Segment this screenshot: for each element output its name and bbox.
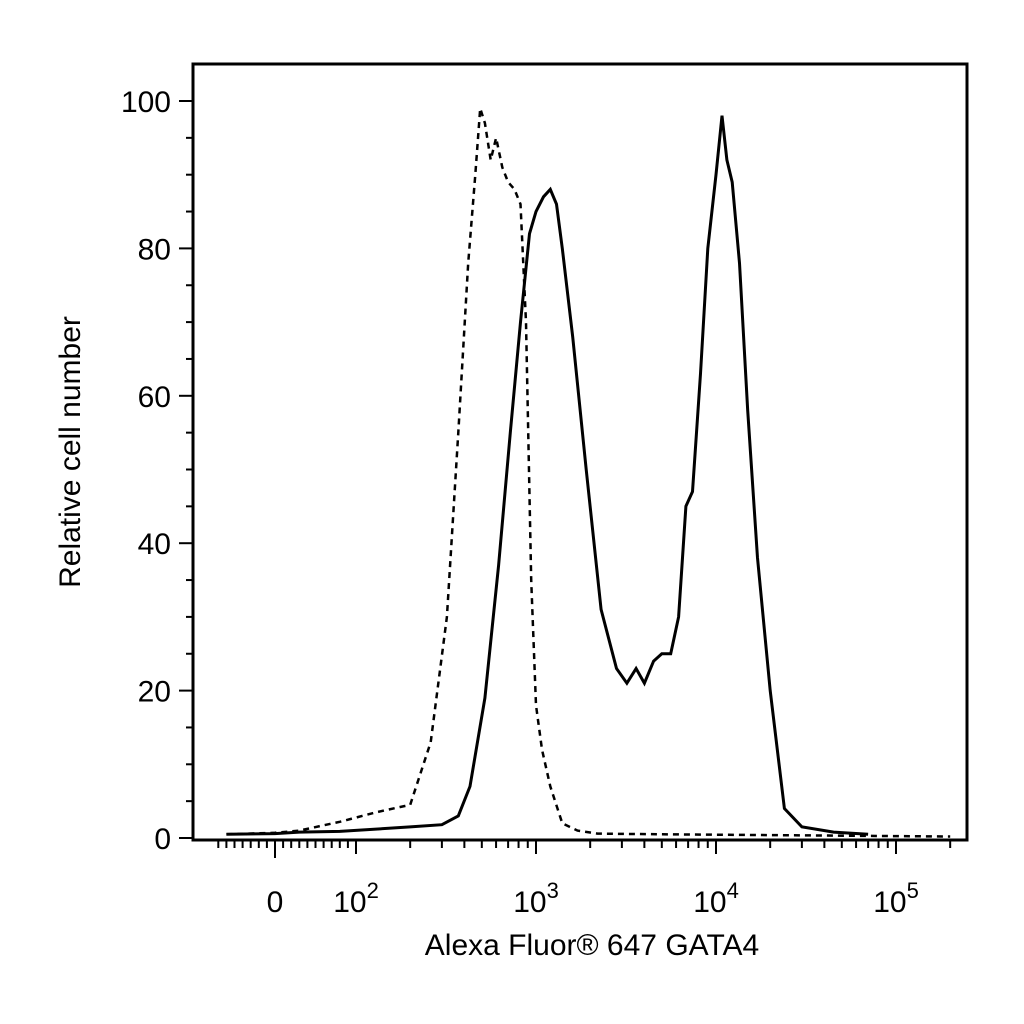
x-tick-base: 10	[693, 886, 726, 919]
y-axis-title: Relative cell number	[54, 316, 87, 588]
x-tick-labels: 0 102 103 104 105	[267, 878, 919, 919]
plot-frame	[191, 62, 969, 842]
axis-ticks	[179, 100, 952, 858]
series-group	[226, 108, 951, 838]
x-tick-label: 0	[267, 886, 284, 919]
x-tick-exponent: 3	[547, 878, 559, 903]
x-tick-exponent: 2	[367, 878, 379, 903]
x-axis-title: Alexa Fluor® 647 GATA4	[425, 929, 759, 962]
y-tick-label: 40	[138, 528, 171, 561]
x-tick-label: 102	[333, 878, 379, 919]
x-tick-base: 10	[873, 886, 906, 919]
x-tick-exponent: 5	[907, 878, 919, 903]
x-tick-base: 10	[513, 886, 546, 919]
x-tick-label: 105	[873, 878, 919, 919]
y-tick-label: 80	[138, 233, 171, 266]
y-tick-label: 100	[121, 86, 171, 119]
y-tick-label: 60	[138, 381, 171, 414]
y-tick-label: 20	[138, 676, 171, 709]
series-line-dashed	[226, 108, 951, 838]
x-tick-label: 104	[693, 878, 739, 919]
x-tick-base: 10	[333, 886, 366, 919]
y-tick-label: 0	[154, 823, 171, 856]
x-tick-label: 103	[513, 878, 559, 919]
x-tick-exponent: 4	[727, 878, 739, 903]
y-tick-labels: 0 20 40 60 80 100	[121, 86, 171, 856]
series-line-solid	[226, 115, 869, 836]
x-tick-base: 0	[267, 886, 284, 919]
